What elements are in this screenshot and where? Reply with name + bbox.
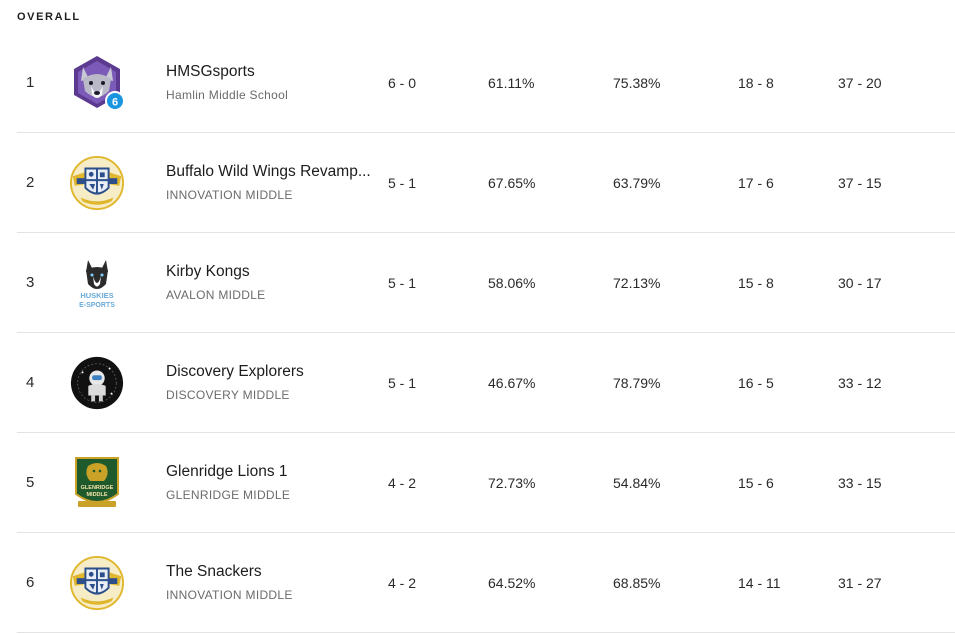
badge-icon <box>105 90 125 111</box>
wolf-logo: 6 <box>69 33 125 132</box>
school-name: GLENRIDGE MIDDLE <box>166 488 291 502</box>
astronaut-logo <box>69 333 125 432</box>
school-name: INNOVATION MIDDLE <box>166 188 293 202</box>
rank: 5 <box>26 474 35 491</box>
games-record: 16 - 5 <box>738 374 774 391</box>
win-percentage-1: 61.11% <box>488 74 535 91</box>
win-percentage-1: 46.67% <box>488 374 536 391</box>
table-row[interactable]: 6 The Snackers INNOVATION MIDDLE 4 - 2 <box>17 533 955 633</box>
match-record: 4 - 2 <box>388 474 417 491</box>
rank: 2 <box>26 174 35 191</box>
match-record: 6 - 0 <box>388 74 417 91</box>
win-percentage-2: 54.84% <box>613 474 661 491</box>
logo-text: HUSKIES <box>80 291 113 300</box>
logo-subtext: MIDDLE <box>86 492 107 498</box>
standings-table: 1 6 HMSGsports Hamlin Middle School 6 - … <box>17 33 955 633</box>
logo-subtext: E-SPORTS <box>79 302 115 309</box>
section-title: OVERALL <box>17 11 81 23</box>
team-name[interactable]: Glenridge Lions 1 <box>166 463 288 480</box>
games-record: 14 - 11 <box>738 574 781 591</box>
win-percentage-2: 68.85% <box>613 574 661 591</box>
match-record: 5 - 1 <box>388 274 417 291</box>
team-name[interactable]: Discovery Explorers <box>166 363 304 380</box>
games-record: 15 - 6 <box>738 474 774 491</box>
innovation-crest-logo <box>69 133 125 232</box>
table-row[interactable]: 5 GLENRIDGE MIDDLE Glenridge Lions 1 GLE… <box>17 433 955 533</box>
win-percentage-2: 72.13% <box>613 274 661 291</box>
win-percentage-1: 67.65% <box>488 174 536 191</box>
match-record: 4 - 2 <box>388 574 417 591</box>
school-name: Hamlin Middle School <box>166 88 289 102</box>
table-row[interactable]: 4 Discovery Explorers DISCOVERY MIDDLE 5… <box>17 333 955 433</box>
school-name: AVALON MIDDLE <box>166 288 266 302</box>
rank: 6 <box>26 574 35 591</box>
rank: 1 <box>26 74 35 91</box>
table-row[interactable]: 2 Buffalo Wild Wings Revamp... INNOVATIO… <box>17 133 955 233</box>
win-percentage-2: 75.38% <box>613 74 661 91</box>
win-percentage-1: 72.73% <box>488 474 536 491</box>
rounds-record: 37 - 15 <box>838 174 882 191</box>
rounds-record: 33 - 12 <box>838 374 882 391</box>
win-percentage-2: 78.79% <box>613 374 661 391</box>
win-percentage-1: 64.52% <box>488 574 536 591</box>
table-row[interactable]: 3 HUSKIES E-SPORTS Kirby Kongs AVALON MI… <box>17 233 955 333</box>
win-percentage-1: 58.06% <box>488 274 536 291</box>
team-name[interactable]: The Snackers <box>166 563 262 580</box>
rank: 3 <box>26 274 35 291</box>
logo-text: GLENRIDGE <box>81 485 114 491</box>
team-name[interactable]: Buffalo Wild Wings Revamp... <box>166 163 371 180</box>
table-row[interactable]: 1 6 HMSGsports Hamlin Middle School 6 - … <box>17 33 955 133</box>
school-name: INNOVATION MIDDLE <box>166 588 293 602</box>
rounds-record: 31 - 27 <box>838 574 882 591</box>
team-name[interactable]: HMSGsports <box>166 63 255 80</box>
games-record: 17 - 6 <box>738 174 774 191</box>
rounds-record: 37 - 20 <box>838 74 882 91</box>
innovation-crest-logo <box>69 533 125 632</box>
games-record: 15 - 8 <box>738 274 774 291</box>
rounds-record: 30 - 17 <box>838 274 882 291</box>
huskies-logo: HUSKIES E-SPORTS <box>69 233 125 332</box>
lion-shield-logo: GLENRIDGE MIDDLE <box>69 433 125 532</box>
team-name[interactable]: Kirby Kongs <box>166 263 250 280</box>
rank: 4 <box>26 374 35 391</box>
match-record: 5 - 1 <box>388 374 417 391</box>
win-percentage-2: 63.79% <box>613 174 661 191</box>
badge-count: 6 <box>112 96 118 108</box>
games-record: 18 - 8 <box>738 74 774 91</box>
match-record: 5 - 1 <box>388 174 417 191</box>
rounds-record: 33 - 15 <box>838 474 882 491</box>
school-name: DISCOVERY MIDDLE <box>166 388 290 402</box>
